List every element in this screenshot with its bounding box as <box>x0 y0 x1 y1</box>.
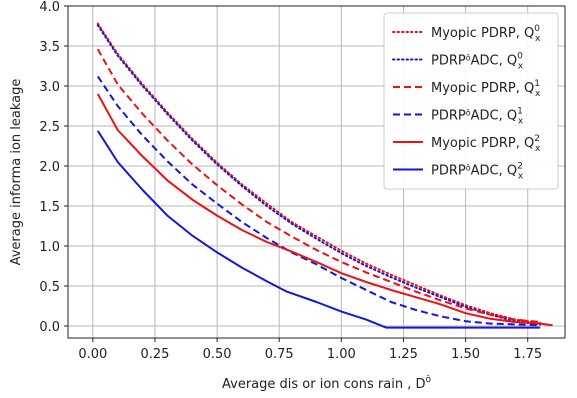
y-tick-label: 3.0 <box>39 80 60 95</box>
y-tick-label: 3.5 <box>39 40 60 55</box>
series-line-6 <box>96 130 541 329</box>
x-tick-label: 0.00 <box>78 347 107 362</box>
plot-frame <box>67 5 566 339</box>
x-tick-label: 0.50 <box>203 347 232 362</box>
y-tick-label: 2.0 <box>39 160 60 175</box>
legend-label: Myopic PDRP, Q1 x <box>431 79 541 99</box>
legend-label: Myopic PDRP, Q2 x <box>431 134 541 154</box>
series-line-1 <box>96 22 542 324</box>
legend-label: PDRPôADC, Q2 x <box>431 162 524 182</box>
legend-label: PDRPôADC, Q1 x <box>431 107 524 127</box>
y-tick-label: 2.5 <box>39 120 60 135</box>
legend-box <box>383 12 559 190</box>
series-line-3 <box>96 48 541 323</box>
y-tick-label: 0.0 <box>39 320 60 335</box>
x-tick-label: 1.75 <box>513 347 542 362</box>
legend: Myopic PDRP, Q0 x PDRPôADC, Q0 x Myopic PDRP… <box>383 12 559 190</box>
x-axis-label: Average dis or ion cons rain , Dô <box>222 374 431 392</box>
ticks: 0.00 0.25 0.50 0.75 1.00 1.25 1.50 1.75 0.0 0.5 1.… <box>39 0 542 362</box>
series-line-5 <box>96 93 553 327</box>
series-line-4 <box>96 75 541 327</box>
x-tick-label: 0.25 <box>140 347 169 362</box>
legend-label: PDRPôADC, Q0 x <box>431 52 524 72</box>
x-tick-label: 1.50 <box>451 347 480 362</box>
x-tick-label: 1.25 <box>389 347 418 362</box>
legend-label: Myopic PDRP, Q0 x <box>431 24 541 44</box>
x-axis-label-text: Average dis or ion cons rain , D <box>222 377 425 392</box>
series-line-2 <box>96 24 542 326</box>
x-axis-label-sup: ô <box>425 374 431 385</box>
y-tick-label: 4.0 <box>39 0 60 15</box>
y-axis-label: Average informa ion leakage <box>9 79 24 266</box>
y-tick-label: 0.5 <box>39 280 60 295</box>
x-tick-label: 1.00 <box>327 347 356 362</box>
y-tick-label: 1.5 <box>39 200 60 215</box>
x-tick-label: 0.75 <box>265 347 294 362</box>
series-lines <box>96 22 553 329</box>
y-tick-label: 1.0 <box>39 240 60 255</box>
